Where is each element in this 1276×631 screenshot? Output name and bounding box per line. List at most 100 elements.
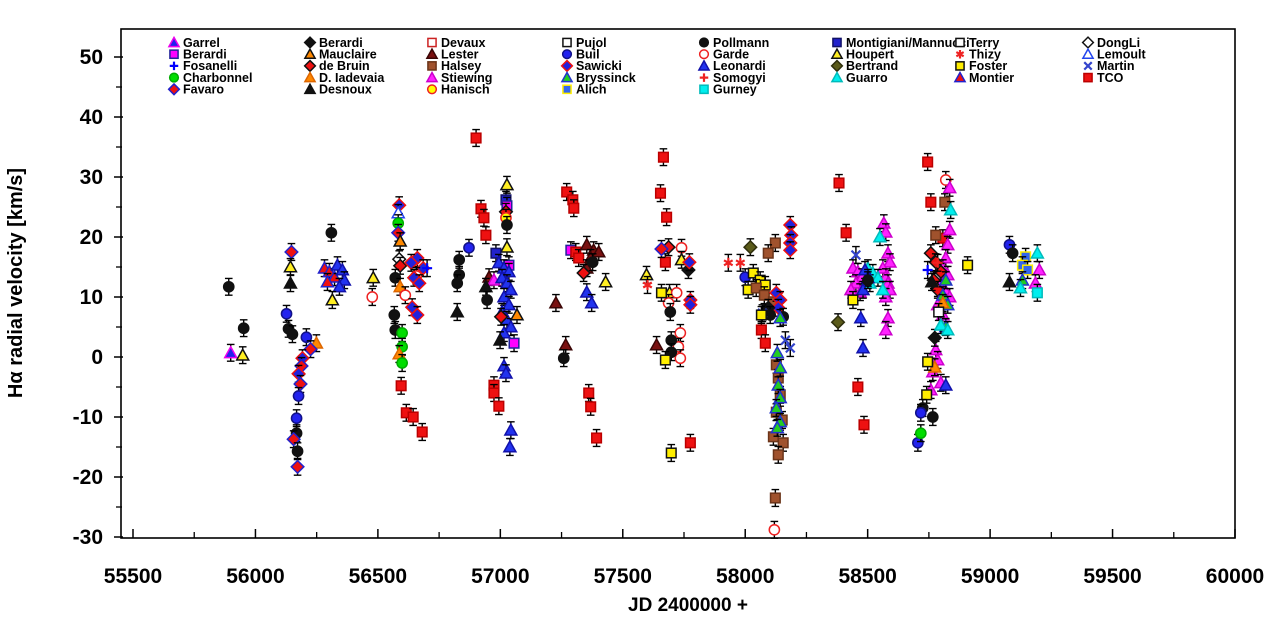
point-martin xyxy=(785,342,796,354)
point-pollmann xyxy=(664,306,677,318)
legend-item-bryssinck: Bryssinck xyxy=(560,71,636,85)
point-martin xyxy=(780,335,791,346)
plot-border xyxy=(120,28,1236,539)
y-tick-label: 20 xyxy=(80,226,103,249)
legend-label-berardi_k: Berardi xyxy=(319,36,363,50)
point-mauclaire xyxy=(392,233,408,247)
point-buil xyxy=(914,406,927,419)
point-sawicki xyxy=(409,250,425,266)
legend-item-montier: Montier xyxy=(953,70,1014,85)
point-bertrand xyxy=(830,314,846,330)
point-garde xyxy=(399,289,412,302)
point-pollmann xyxy=(926,411,939,423)
point-pollmann xyxy=(451,277,464,290)
point-tco xyxy=(585,401,597,413)
point-favaro xyxy=(290,459,305,475)
legend-label-mauclaire: Mauclaire xyxy=(319,48,377,62)
point-pollmann xyxy=(586,256,599,269)
point-fosanelli xyxy=(922,265,933,275)
point-houpert xyxy=(639,267,654,281)
x-tick-label: 58000 xyxy=(716,565,774,588)
legend-label-buil: Buil xyxy=(576,48,600,62)
legend-item-desnoux: Desnoux xyxy=(303,83,372,97)
y-tick-label: -10 xyxy=(73,406,103,429)
legend-item-lester: Lester xyxy=(425,48,479,62)
point-guarro xyxy=(933,317,949,331)
point-thizy xyxy=(642,280,653,290)
legend-item-garde: Garde xyxy=(698,48,749,62)
point-tco xyxy=(659,256,671,268)
legend-label-devaux: Devaux xyxy=(441,36,486,50)
point-pollmann xyxy=(222,280,235,293)
point-houpert xyxy=(499,239,515,253)
point-debruin xyxy=(576,265,591,281)
legend-label-dongli: DongLi xyxy=(1097,36,1140,50)
point-garde xyxy=(366,291,379,303)
legend-item-houpert: Houpert xyxy=(830,48,895,62)
point-leonardi xyxy=(503,422,519,436)
point-sawicki xyxy=(682,254,697,270)
legend-item-foster: Foster xyxy=(955,59,1007,73)
data-points xyxy=(222,128,1047,539)
point-pollmann xyxy=(1006,247,1019,260)
legend-label-berardi_m: Berardi xyxy=(183,48,227,62)
point-leonardi xyxy=(503,319,519,333)
point-charbonnel xyxy=(168,72,180,83)
point-halsey xyxy=(777,437,789,449)
point-tco xyxy=(493,400,505,412)
point-foster xyxy=(921,389,933,401)
point-lester xyxy=(579,237,595,251)
legend-label-houpert: Houpert xyxy=(846,48,895,62)
legend-label-lester: Lester xyxy=(441,48,479,62)
axis-ticks xyxy=(114,56,1236,538)
point-dongli xyxy=(1081,36,1095,49)
point-gurney xyxy=(1031,287,1043,299)
point-alich xyxy=(562,84,572,95)
point-pollmann xyxy=(237,322,250,335)
point-stiewing xyxy=(425,70,439,83)
x-tick-label: 59500 xyxy=(1083,565,1141,588)
y-tick-label: -20 xyxy=(73,466,103,489)
point-halsey xyxy=(930,229,942,241)
legend-label-pollmann: Pollmann xyxy=(713,36,769,50)
legend-label-gurney: Gurney xyxy=(713,83,757,97)
point-foster xyxy=(962,259,974,271)
legend-label-garde: Garde xyxy=(713,48,749,62)
point-favaro xyxy=(284,244,299,260)
point-montier xyxy=(953,70,967,83)
legend-item-tco: TCO xyxy=(1083,71,1124,85)
legend-item-dongli: DongLi xyxy=(1081,36,1140,50)
legend-item-sawicki: Sawicki xyxy=(560,59,622,73)
point-garde xyxy=(674,327,687,339)
legend-label-guarro: Guarro xyxy=(846,71,888,85)
x-tick-label: 57000 xyxy=(471,565,529,588)
point-tco xyxy=(852,381,864,393)
point-berardi_m xyxy=(169,49,179,60)
point-guarro xyxy=(943,202,958,216)
point-stiewing xyxy=(880,310,896,324)
legend-item-garrel: Garrel xyxy=(167,35,220,50)
point-leonardi xyxy=(855,340,871,354)
point-tco xyxy=(395,380,407,392)
legend-item-pujol: Pujol xyxy=(562,36,607,50)
y-tick-label: 30 xyxy=(80,166,103,189)
point-leonardi xyxy=(503,282,519,296)
point-foster xyxy=(665,447,677,459)
point-tco xyxy=(568,202,580,214)
point-montigiani xyxy=(490,247,502,259)
point-halsey xyxy=(769,237,781,249)
legend-item-lemoult: Lemoult xyxy=(1081,48,1146,62)
point-garrel xyxy=(167,35,181,48)
point-stiewing xyxy=(880,245,896,259)
legend-item-mauclaire: Mauclaire xyxy=(303,48,377,62)
legend-item-alich: Alich xyxy=(562,83,607,97)
point-bryssinck xyxy=(770,345,785,359)
point-berardi_m xyxy=(508,337,520,349)
point-houpert xyxy=(598,274,613,288)
legend-label-sawicki: Sawicki xyxy=(576,59,622,73)
point-foster xyxy=(655,287,668,299)
legend-item-stiewing: Stiewing xyxy=(425,70,492,85)
legend-label-martin: Martin xyxy=(1097,59,1135,73)
point-buil xyxy=(300,331,313,344)
